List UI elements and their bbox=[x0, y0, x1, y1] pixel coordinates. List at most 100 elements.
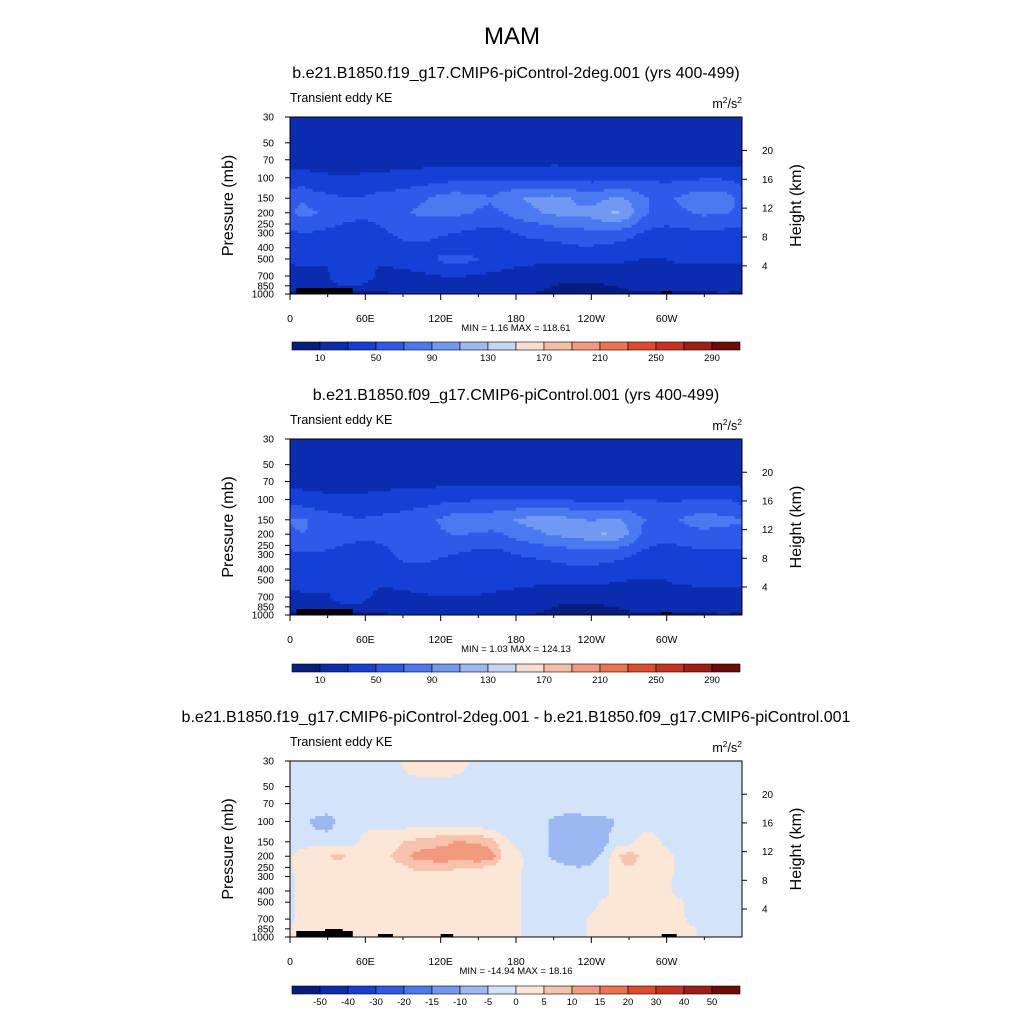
field-cell bbox=[500, 857, 525, 861]
field-cell bbox=[518, 233, 638, 237]
field-cell bbox=[375, 222, 540, 226]
field-cell bbox=[691, 546, 742, 550]
field-cell bbox=[495, 829, 550, 834]
colorbar-label: 0 bbox=[513, 997, 518, 1008]
field-cell bbox=[734, 202, 742, 207]
field-cell bbox=[290, 505, 304, 509]
y-tick-label: 500 bbox=[257, 576, 274, 587]
field-cell bbox=[671, 884, 742, 889]
units-label: m2/s2 bbox=[712, 739, 742, 755]
field-cell bbox=[290, 244, 580, 248]
field-cell bbox=[290, 216, 515, 220]
field-cell bbox=[290, 546, 336, 550]
field-cell bbox=[375, 540, 530, 545]
field-cell bbox=[290, 791, 742, 795]
field-cell bbox=[581, 865, 610, 869]
field-cell bbox=[721, 177, 742, 182]
field-cell bbox=[551, 285, 620, 290]
field-cell bbox=[290, 794, 742, 798]
field-cell bbox=[636, 551, 742, 556]
field-cell bbox=[566, 546, 620, 550]
field-cell bbox=[634, 235, 742, 240]
field-cell bbox=[290, 590, 301, 594]
field-cell bbox=[646, 518, 680, 523]
colorbar-swatch bbox=[599, 663, 629, 673]
field-cell bbox=[290, 595, 331, 600]
colorbar-label: 30 bbox=[651, 997, 662, 1008]
field-cell bbox=[290, 222, 344, 226]
field-cell bbox=[465, 274, 742, 279]
field-cell bbox=[290, 549, 294, 553]
field-cell bbox=[649, 197, 675, 201]
field-cell bbox=[676, 895, 742, 900]
field-cell bbox=[641, 532, 742, 536]
field-cell bbox=[397, 557, 439, 561]
colorbar-swatch bbox=[599, 341, 629, 351]
field-cell bbox=[493, 857, 502, 861]
field-cell bbox=[553, 816, 607, 820]
field-cell bbox=[290, 155, 742, 160]
field-cell bbox=[556, 860, 595, 864]
field-cell bbox=[636, 222, 742, 226]
field-cell bbox=[699, 177, 723, 182]
field-cell bbox=[295, 915, 522, 919]
field-cell bbox=[563, 862, 592, 867]
field-cell bbox=[649, 202, 680, 207]
field-cell bbox=[290, 258, 439, 262]
field-cell bbox=[510, 188, 577, 193]
field-cell bbox=[485, 194, 494, 198]
field-cell bbox=[608, 582, 673, 586]
field-cell bbox=[598, 901, 685, 905]
x-tick-label: 60E bbox=[356, 634, 375, 646]
field-cell bbox=[408, 772, 462, 776]
field-cell bbox=[290, 857, 294, 861]
field-cell bbox=[533, 527, 628, 531]
field-cell bbox=[440, 524, 527, 528]
field-cell bbox=[290, 183, 429, 187]
field-cell bbox=[508, 838, 550, 842]
field-cell bbox=[659, 180, 673, 184]
y-tick-label: 250 bbox=[257, 863, 274, 874]
field-cell bbox=[295, 909, 522, 913]
field-cell bbox=[290, 277, 331, 281]
field-cell bbox=[385, 227, 477, 231]
field-cell bbox=[731, 499, 742, 503]
field-cell bbox=[686, 917, 742, 922]
field-cell bbox=[295, 893, 522, 897]
field-cell bbox=[297, 205, 309, 209]
field-cell bbox=[290, 205, 299, 209]
field-cell bbox=[295, 263, 535, 267]
field-cell bbox=[302, 505, 429, 509]
field-cell bbox=[448, 233, 520, 237]
field-cell bbox=[418, 205, 484, 209]
field-cell bbox=[495, 840, 512, 845]
colorbar-label: 50 bbox=[371, 353, 382, 364]
field-cell bbox=[523, 860, 557, 864]
colorbar-label: -20 bbox=[397, 997, 411, 1008]
field-cell bbox=[290, 802, 742, 806]
y-tick-label: 400 bbox=[257, 565, 274, 576]
field-cell bbox=[290, 816, 316, 820]
field-cell bbox=[641, 832, 655, 836]
field-cell bbox=[370, 595, 742, 600]
y-axis-title: Pressure (mb) bbox=[220, 798, 237, 899]
field-cell bbox=[290, 260, 444, 265]
field-cell bbox=[699, 527, 710, 531]
colorbar-label: 50 bbox=[707, 997, 718, 1008]
field-cell bbox=[611, 851, 628, 856]
topography-segment bbox=[296, 931, 353, 937]
x-tick-label: 60W bbox=[656, 956, 678, 968]
field-cell bbox=[310, 169, 392, 173]
field-cell bbox=[290, 249, 742, 254]
field-cell bbox=[734, 205, 742, 209]
field-cell bbox=[290, 130, 742, 135]
colorbar-label: -50 bbox=[313, 997, 327, 1008]
field-cell bbox=[656, 835, 742, 839]
field-cell bbox=[521, 876, 610, 880]
field-cell bbox=[521, 926, 587, 930]
field-cell bbox=[290, 777, 742, 781]
field-cell bbox=[498, 860, 525, 864]
field-cell bbox=[428, 593, 482, 597]
colorbar-swatch bbox=[403, 341, 433, 351]
field-cell bbox=[679, 518, 742, 523]
